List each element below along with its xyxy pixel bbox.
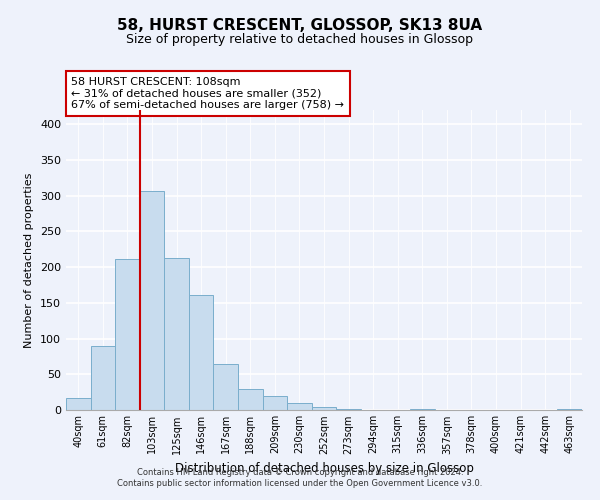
Bar — [164, 258, 189, 410]
Bar — [214, 364, 238, 410]
Bar — [238, 388, 263, 410]
Text: 58, HURST CRESCENT, GLOSSOP, SK13 8UA: 58, HURST CRESCENT, GLOSSOP, SK13 8UA — [118, 18, 482, 32]
Bar — [312, 407, 336, 410]
Bar — [140, 192, 164, 410]
Bar — [66, 398, 91, 410]
Bar — [557, 408, 582, 410]
Bar — [91, 346, 115, 410]
Y-axis label: Number of detached properties: Number of detached properties — [25, 172, 34, 348]
X-axis label: Distribution of detached houses by size in Glossop: Distribution of detached houses by size … — [175, 462, 473, 475]
Text: Contains HM Land Registry data © Crown copyright and database right 2024.
Contai: Contains HM Land Registry data © Crown c… — [118, 468, 482, 487]
Bar — [263, 396, 287, 410]
Text: Size of property relative to detached houses in Glossop: Size of property relative to detached ho… — [127, 32, 473, 46]
Text: 58 HURST CRESCENT: 108sqm
← 31% of detached houses are smaller (352)
67% of semi: 58 HURST CRESCENT: 108sqm ← 31% of detac… — [71, 77, 344, 110]
Bar — [189, 295, 214, 410]
Bar — [287, 403, 312, 410]
Bar — [115, 260, 140, 410]
